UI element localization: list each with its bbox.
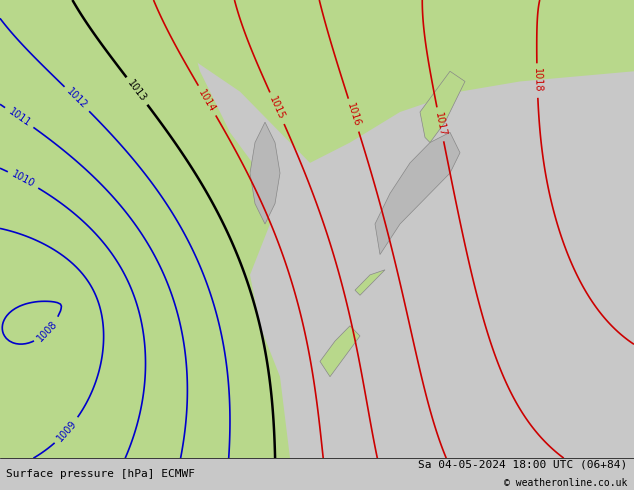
Text: © weatheronline.co.uk: © weatheronline.co.uk	[504, 478, 628, 489]
Text: 1010: 1010	[10, 170, 36, 190]
Text: Surface pressure [hPa] ECMWF: Surface pressure [hPa] ECMWF	[6, 469, 195, 479]
Text: 1016: 1016	[345, 102, 362, 128]
PathPatch shape	[375, 132, 460, 254]
Text: 1008: 1008	[36, 318, 60, 343]
Text: 1018: 1018	[532, 68, 543, 93]
PathPatch shape	[0, 0, 634, 163]
PathPatch shape	[420, 71, 465, 143]
PathPatch shape	[0, 0, 290, 458]
Text: 1011: 1011	[6, 106, 32, 128]
Text: Sa 04-05-2024 18:00 UTC (06+84): Sa 04-05-2024 18:00 UTC (06+84)	[418, 460, 628, 470]
Text: 1009: 1009	[55, 418, 79, 443]
PathPatch shape	[355, 270, 385, 295]
Text: 1012: 1012	[65, 87, 89, 111]
PathPatch shape	[250, 122, 280, 224]
Text: 1014: 1014	[197, 88, 217, 114]
Text: 1015: 1015	[268, 95, 287, 122]
Text: 1017: 1017	[433, 111, 448, 137]
Text: 1013: 1013	[126, 78, 148, 104]
PathPatch shape	[320, 326, 360, 377]
